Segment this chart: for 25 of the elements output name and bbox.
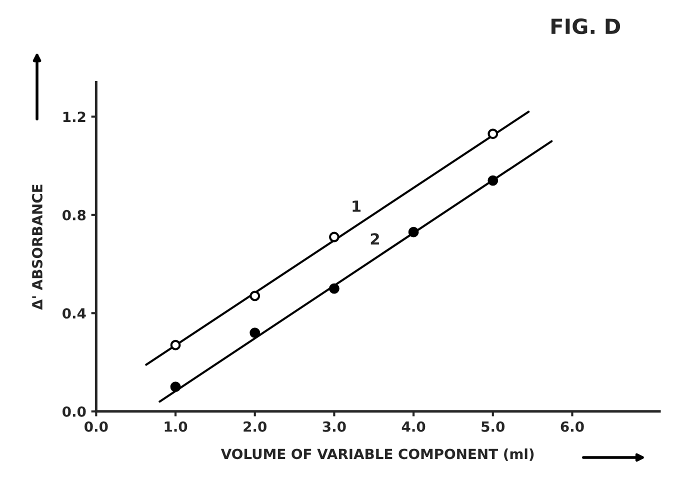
y-tick-label: 0.4	[62, 308, 86, 319]
x-tick-label: 3.0	[322, 421, 346, 432]
y-tick-label: 0.8	[62, 210, 86, 220]
x-tick-label: 2.0	[244, 421, 267, 432]
y-tick-label: 1.2	[63, 112, 86, 122]
series-label: 1	[352, 200, 361, 212]
point	[408, 226, 419, 238]
x-tick-label: 0.0	[84, 421, 108, 432]
point	[170, 382, 181, 392]
point	[488, 128, 498, 140]
point	[250, 290, 260, 302]
point	[170, 340, 181, 350]
x-tick-label: 6.0	[560, 421, 584, 432]
y-tick-label: 0.0	[62, 406, 86, 417]
x-tick-label: 5.0	[482, 421, 505, 432]
point	[329, 232, 340, 242]
point	[250, 328, 260, 338]
y-axis-title: Δ' ABSORBANCE	[32, 184, 42, 310]
point	[329, 283, 340, 294]
x-tick-label: 4.0	[402, 421, 426, 432]
x-axis-title: VOLUME OF VARIABLE COMPONENT (ml)	[220, 448, 534, 461]
x-tick-label: 1.0	[164, 421, 188, 432]
chart-title: FIG. D	[552, 18, 620, 34]
point	[488, 175, 498, 186]
series-label: 2	[370, 233, 379, 244]
